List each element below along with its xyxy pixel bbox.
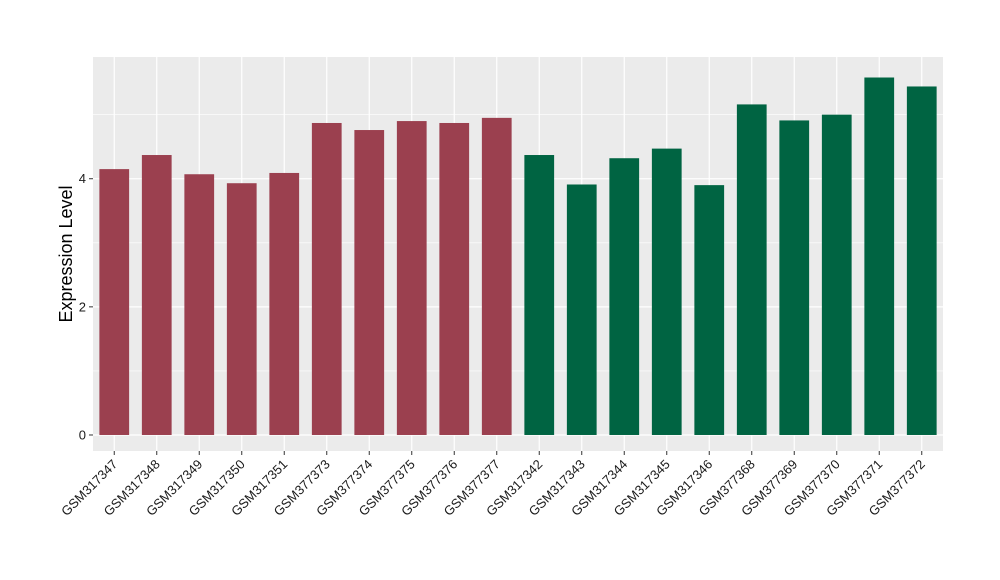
bar-GSM317351 (269, 172, 300, 435)
bar-GSM377376 (439, 122, 470, 435)
y-axis-title: Expression Level (56, 185, 76, 322)
y-tick-label: 4 (79, 171, 86, 186)
plot-panel (93, 57, 943, 451)
bar-GSM377373 (311, 122, 342, 435)
bar-GSM377371 (864, 77, 895, 435)
bar-GSM377377 (481, 117, 512, 435)
bar-GSM317343 (566, 184, 597, 435)
bar-GSM377375 (396, 121, 427, 435)
y-tick-label: 2 (79, 299, 86, 314)
bar-GSM317349 (184, 174, 215, 435)
bar-GSM377368 (736, 104, 767, 435)
bar-GSM377374 (354, 130, 385, 435)
bar-GSM317344 (609, 158, 640, 435)
bar-GSM317347 (99, 169, 130, 435)
bar-GSM377369 (779, 120, 810, 435)
bar-GSM317345 (651, 148, 682, 435)
bar-GSM377372 (906, 86, 937, 435)
bar-GSM377370 (821, 114, 852, 435)
bar-GSM317342 (524, 155, 555, 435)
x-axis: GSM317347GSM317348GSM317349GSM317350GSM3… (58, 451, 928, 519)
bar-GSM317350 (226, 183, 257, 435)
bar-GSM317348 (141, 155, 172, 435)
y-axis: 0 2 4 (79, 171, 93, 442)
bars (99, 77, 937, 435)
bar-GSM317346 (694, 185, 725, 435)
y-tick-label: 0 (79, 427, 86, 442)
